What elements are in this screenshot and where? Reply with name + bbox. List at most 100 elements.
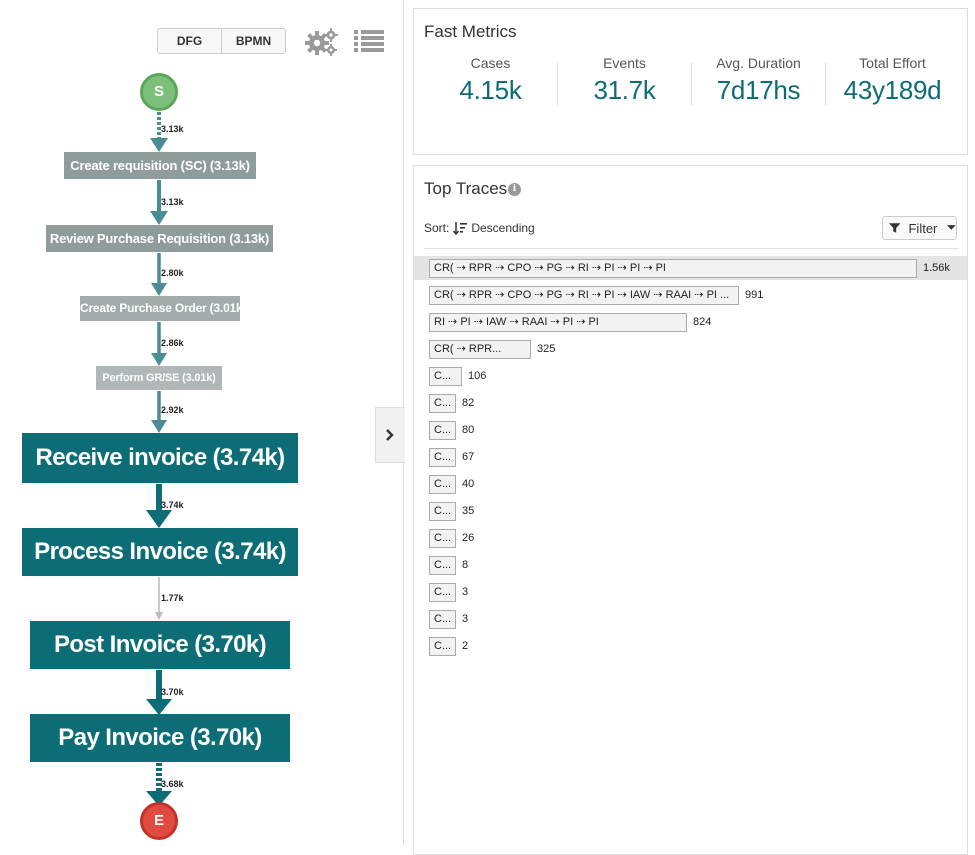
trace-bar[interactable]: C... xyxy=(429,447,456,467)
sort-descending-icon xyxy=(453,221,468,235)
trace-bar[interactable]: C... xyxy=(429,474,456,494)
trace-bar[interactable]: C... xyxy=(429,609,456,629)
collapse-panel-button[interactable] xyxy=(375,407,405,463)
fast-metrics-panel: Fast Metrics Cases 4.15k Events 31.7k Av… xyxy=(413,8,968,155)
trace-count: 26 xyxy=(462,532,475,544)
gears-icon[interactable] xyxy=(304,28,338,56)
dfg-button[interactable]: DFG xyxy=(158,29,222,53)
metric-value: 7d17hs xyxy=(716,75,801,105)
list-icon[interactable] xyxy=(354,30,384,52)
divider xyxy=(424,248,959,249)
sort-label: Sort: xyxy=(424,221,450,235)
edge-label: 3.13k xyxy=(161,197,184,207)
trace-bar[interactable]: C... xyxy=(429,393,456,413)
process-edges xyxy=(146,112,172,806)
trace-bar[interactable]: C... xyxy=(429,366,462,386)
trace-count: 8 xyxy=(462,559,469,571)
trace-bar[interactable]: CR( ⇢ RPR ⇢ CPO ⇢ PG ⇢ RI ⇢ PI ⇢ IAW ⇢ R… xyxy=(429,285,739,305)
metric-divider xyxy=(691,63,692,105)
activity-perform-gr-se[interactable]: Perform GR/SE (3.01k) xyxy=(96,366,222,390)
metric-label: Events xyxy=(603,55,646,71)
metric-value: 31.7k xyxy=(593,75,656,105)
trace-count: 3 xyxy=(462,586,469,598)
trace-row[interactable]: C... 2 xyxy=(414,634,967,658)
trace-row[interactable]: C... 106 xyxy=(414,364,967,388)
trace-bar[interactable]: C... xyxy=(429,555,456,575)
activity-pay-invoice[interactable]: Pay Invoice (3.70k) xyxy=(30,714,290,762)
edge-label: 2.80k xyxy=(161,268,184,278)
edge-arrow xyxy=(151,353,167,366)
trace-count: 82 xyxy=(462,397,475,409)
filter-button[interactable]: Filter xyxy=(882,216,957,240)
trace-row[interactable]: C... 35 xyxy=(414,499,967,523)
metric-label: Cases xyxy=(470,55,511,71)
edge-label: 2.86k xyxy=(161,338,184,348)
edge-arrow xyxy=(150,211,168,225)
start-node[interactable]: S xyxy=(140,73,178,111)
trace-row[interactable]: CR( ⇢ RPR... 325 xyxy=(414,337,967,361)
edge-arrow xyxy=(155,612,163,620)
sort-value: Descending xyxy=(471,221,535,235)
trace-bar[interactable]: C... xyxy=(429,636,456,656)
trace-row[interactable]: C... 8 xyxy=(414,553,967,577)
metric-label: Avg. Duration xyxy=(716,55,801,71)
edge-label: 2.92k xyxy=(161,405,184,415)
metric-value: 4.15k xyxy=(459,75,522,105)
trace-row[interactable]: RI ⇢ PI ⇢ IAW ⇢ RAAI ⇢ PI ⇢ PI 824 xyxy=(414,310,967,334)
metric-value: 43y189d xyxy=(843,75,942,105)
filter-icon xyxy=(889,223,901,233)
trace-bar[interactable]: CR( ⇢ RPR ⇢ CPO ⇢ PG ⇢ RI ⇢ PI ⇢ PI ⇢ PI xyxy=(429,258,917,278)
trace-bar[interactable]: C... xyxy=(429,582,456,602)
edge-arrow xyxy=(146,510,172,528)
trace-count: 325 xyxy=(537,343,556,355)
sort-control[interactable]: Sort: Descending xyxy=(424,221,535,235)
edge-label: 3.74k xyxy=(161,500,184,510)
trace-row[interactable]: C... 3 xyxy=(414,580,967,604)
trace-count: 3 xyxy=(462,613,469,625)
metric-divider xyxy=(557,63,558,105)
end-node[interactable]: E xyxy=(140,802,178,840)
edge-arrow xyxy=(150,138,168,152)
trace-row[interactable]: C... 3 xyxy=(414,607,967,631)
activity-create-purchase-order[interactable]: Create Purchase Order (3.01k) xyxy=(80,296,246,321)
edge-arrow xyxy=(151,283,167,296)
metric-label: Total Effort xyxy=(859,55,926,71)
edge-arrow xyxy=(146,699,172,715)
top-traces-title: Top Traces xyxy=(424,179,508,198)
bpmn-button[interactable]: BPMN xyxy=(235,34,272,48)
info-icon[interactable]: i xyxy=(508,183,521,196)
trace-count: 1.56k xyxy=(923,262,950,274)
trace-row[interactable]: C... 67 xyxy=(414,445,967,469)
trace-bar[interactable]: CR( ⇢ RPR... xyxy=(429,339,531,359)
trace-count: 80 xyxy=(462,424,475,436)
trace-row[interactable]: C... 40 xyxy=(414,472,967,496)
metric-avg-duration: Avg. Duration 7d17hs xyxy=(692,55,825,106)
view-toggle: DFG BPMN xyxy=(157,28,286,54)
trace-bar[interactable]: C... xyxy=(429,420,456,440)
trace-row[interactable]: C... 26 xyxy=(414,526,967,550)
trace-row[interactable]: CR( ⇢ RPR ⇢ CPO ⇢ PG ⇢ RI ⇢ PI ⇢ PI ⇢ PI… xyxy=(414,256,967,280)
trace-row[interactable]: C... 82 xyxy=(414,391,967,415)
activity-process-invoice[interactable]: Process Invoice (3.74k) xyxy=(22,528,298,576)
trace-bar[interactable]: C... xyxy=(429,501,456,521)
metric-total-effort: Total Effort 43y189d xyxy=(826,55,959,106)
activity-create-requisition[interactable]: Create requisition (SC) (3.13k) xyxy=(64,152,256,179)
trace-row[interactable]: C... 80 xyxy=(414,418,967,442)
edge-label: 1.77k xyxy=(161,593,184,603)
edge-arrow xyxy=(151,420,167,433)
activity-review-purchase-requisition[interactable]: Review Purchase Requisition (3.13k) xyxy=(46,225,273,252)
edge-arrow xyxy=(146,791,172,806)
chevron-right-icon xyxy=(386,429,394,441)
activity-receive-invoice[interactable]: Receive invoice (3.74k) xyxy=(22,433,298,483)
activity-post-invoice[interactable]: Post Invoice (3.70k) xyxy=(30,621,290,669)
trace-row[interactable]: CR( ⇢ RPR ⇢ CPO ⇢ PG ⇢ RI ⇢ PI ⇢ IAW ⇢ R… xyxy=(414,283,967,307)
edge-label: 3.68k xyxy=(161,779,184,789)
trace-bar[interactable]: RI ⇢ PI ⇢ IAW ⇢ RAAI ⇢ PI ⇢ PI xyxy=(429,312,687,332)
metric-divider xyxy=(825,63,826,105)
trace-bar[interactable]: C... xyxy=(429,528,456,548)
metric-events: Events 31.7k xyxy=(558,55,691,106)
edge-label: 3.70k xyxy=(161,687,184,697)
caret-down-icon xyxy=(947,225,956,230)
trace-count: 2 xyxy=(462,640,469,652)
filter-label: Filter xyxy=(908,220,938,236)
